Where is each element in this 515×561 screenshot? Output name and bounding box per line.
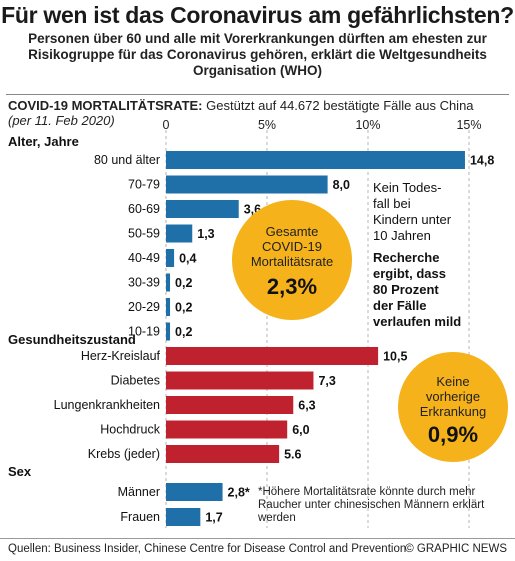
page-title: Für wen ist das Coronavirus am gefährlic… bbox=[1, 2, 514, 28]
note-research-line: der Fälle bbox=[373, 298, 427, 313]
footer-brand: © GRAPHIC NEWS bbox=[405, 543, 507, 555]
data-label: 14,8 bbox=[470, 154, 494, 168]
bar bbox=[166, 151, 465, 169]
source-text: Gestützt auf 44.672 bestätigte Fälle aus… bbox=[206, 98, 474, 113]
data-label: 10,5 bbox=[383, 350, 407, 364]
source-date: (per 11. Feb 2020) bbox=[8, 113, 115, 128]
data-label: 0,2 bbox=[175, 276, 192, 290]
circle-text: vorherige bbox=[425, 389, 481, 404]
data-label: 6,3 bbox=[298, 399, 315, 413]
data-label: 0,2 bbox=[175, 301, 192, 315]
data-label: 1,3 bbox=[197, 227, 214, 241]
bar bbox=[166, 200, 239, 218]
category-label: 40-49 bbox=[128, 251, 160, 265]
data-label: 7,3 bbox=[318, 374, 335, 388]
data-label: 6,0 bbox=[292, 423, 309, 437]
tick-label: 15% bbox=[456, 118, 481, 132]
note-research-line: verlaufen mild bbox=[373, 314, 462, 329]
category-label: Krebs (jeder) bbox=[88, 447, 160, 461]
data-label: 5.6 bbox=[284, 448, 301, 462]
no-condition-circle: Keine vorherige Erkrankung 0,9% bbox=[398, 352, 508, 462]
bar bbox=[166, 298, 171, 316]
note-research-line: 80 Prozent bbox=[373, 282, 439, 297]
subtitle: Personen über 60 und alle mit Vorerkrank… bbox=[28, 31, 487, 78]
data-source-line: COVID-19 MORTALITÄTSRATE: Gestützt auf 4… bbox=[8, 98, 488, 128]
no-condition-value: 0,9% bbox=[427, 422, 479, 447]
circle-text: Gesamte bbox=[265, 224, 319, 239]
note-children-line: 10 Jahren bbox=[373, 228, 431, 243]
data-label: 0,4 bbox=[179, 252, 196, 266]
category-label: Männer bbox=[118, 485, 160, 499]
tick-label: 5% bbox=[258, 118, 276, 132]
note-children-line: Kindern unter bbox=[373, 212, 452, 227]
note-research-line: ergibt, dass bbox=[373, 266, 446, 281]
note-research-line: Recherche bbox=[373, 250, 440, 265]
category-label: Diabetes bbox=[111, 374, 160, 388]
circle-text: Mortalitätsrate bbox=[250, 254, 334, 269]
group-label: Gesundheitszustand bbox=[8, 332, 136, 347]
group-label: Alter, Jahre bbox=[8, 134, 79, 149]
category-label: Frauen bbox=[120, 510, 160, 524]
tick-label: 10% bbox=[355, 118, 380, 132]
category-label: 20-29 bbox=[128, 300, 160, 314]
bar bbox=[166, 322, 171, 341]
category-label: 50-59 bbox=[128, 227, 160, 241]
note-children-line: Kein Todes- bbox=[373, 180, 442, 195]
note-children: Kein Todes- fall bei Kindern unter 10 Ja… bbox=[373, 180, 451, 244]
note-children-line: fall bei bbox=[373, 196, 411, 211]
bar bbox=[166, 249, 175, 267]
source-label: COVID-19 MORTALITÄTSRATE: bbox=[8, 98, 203, 113]
bar bbox=[166, 273, 171, 292]
category-label: Lungenkrankheiten bbox=[54, 398, 160, 412]
category-label: 30-39 bbox=[128, 276, 160, 290]
category-label: Herz-Kreislauf bbox=[81, 349, 161, 363]
data-label: 0,2 bbox=[175, 325, 192, 339]
bar bbox=[166, 175, 328, 194]
overall-mortality-circle: Gesamte COVID-19 Mortalitätsrate 2,3% bbox=[232, 200, 352, 320]
bar bbox=[166, 224, 193, 243]
circle-text: Erkrankung bbox=[419, 404, 487, 419]
category-label: 10-19 bbox=[128, 325, 160, 339]
data-label: 8,0 bbox=[333, 178, 350, 192]
note-research: Recherche ergibt, dass 80 Prozent der Fä… bbox=[373, 250, 461, 330]
tick-label: 0 bbox=[163, 118, 170, 132]
bar bbox=[166, 396, 294, 414]
bar bbox=[166, 371, 314, 390]
category-label: 70-79 bbox=[128, 178, 160, 192]
circle-text: COVID-19 bbox=[262, 239, 322, 254]
overall-mortality-value: 2,3% bbox=[266, 274, 318, 299]
data-label: 2,8* bbox=[228, 486, 250, 500]
bar bbox=[166, 445, 280, 463]
footer-sources: Quellen: Business Insider, Chinese Centr… bbox=[8, 543, 407, 555]
circle-text: Keine bbox=[436, 374, 470, 389]
bar bbox=[166, 347, 379, 365]
bar bbox=[166, 420, 288, 439]
group-label: Sex bbox=[8, 464, 32, 479]
category-label: 60-69 bbox=[128, 202, 160, 216]
category-label: 80 und älter bbox=[94, 153, 160, 167]
bar bbox=[166, 483, 223, 501]
bar bbox=[166, 508, 201, 526]
footer: Quellen: Business Insider, Chinese Centr… bbox=[0, 538, 515, 561]
footnote: *Höhere Mortalitätsrate könnte durch meh… bbox=[258, 486, 485, 524]
mortality-bar-chart: 0 5% 10% 15% Alter, Jahre 80 und älter 14,8 70-… bbox=[8, 118, 494, 528]
category-label: Hochdruck bbox=[100, 423, 160, 437]
divider bbox=[6, 94, 509, 95]
data-label: 1,7 bbox=[205, 511, 222, 525]
